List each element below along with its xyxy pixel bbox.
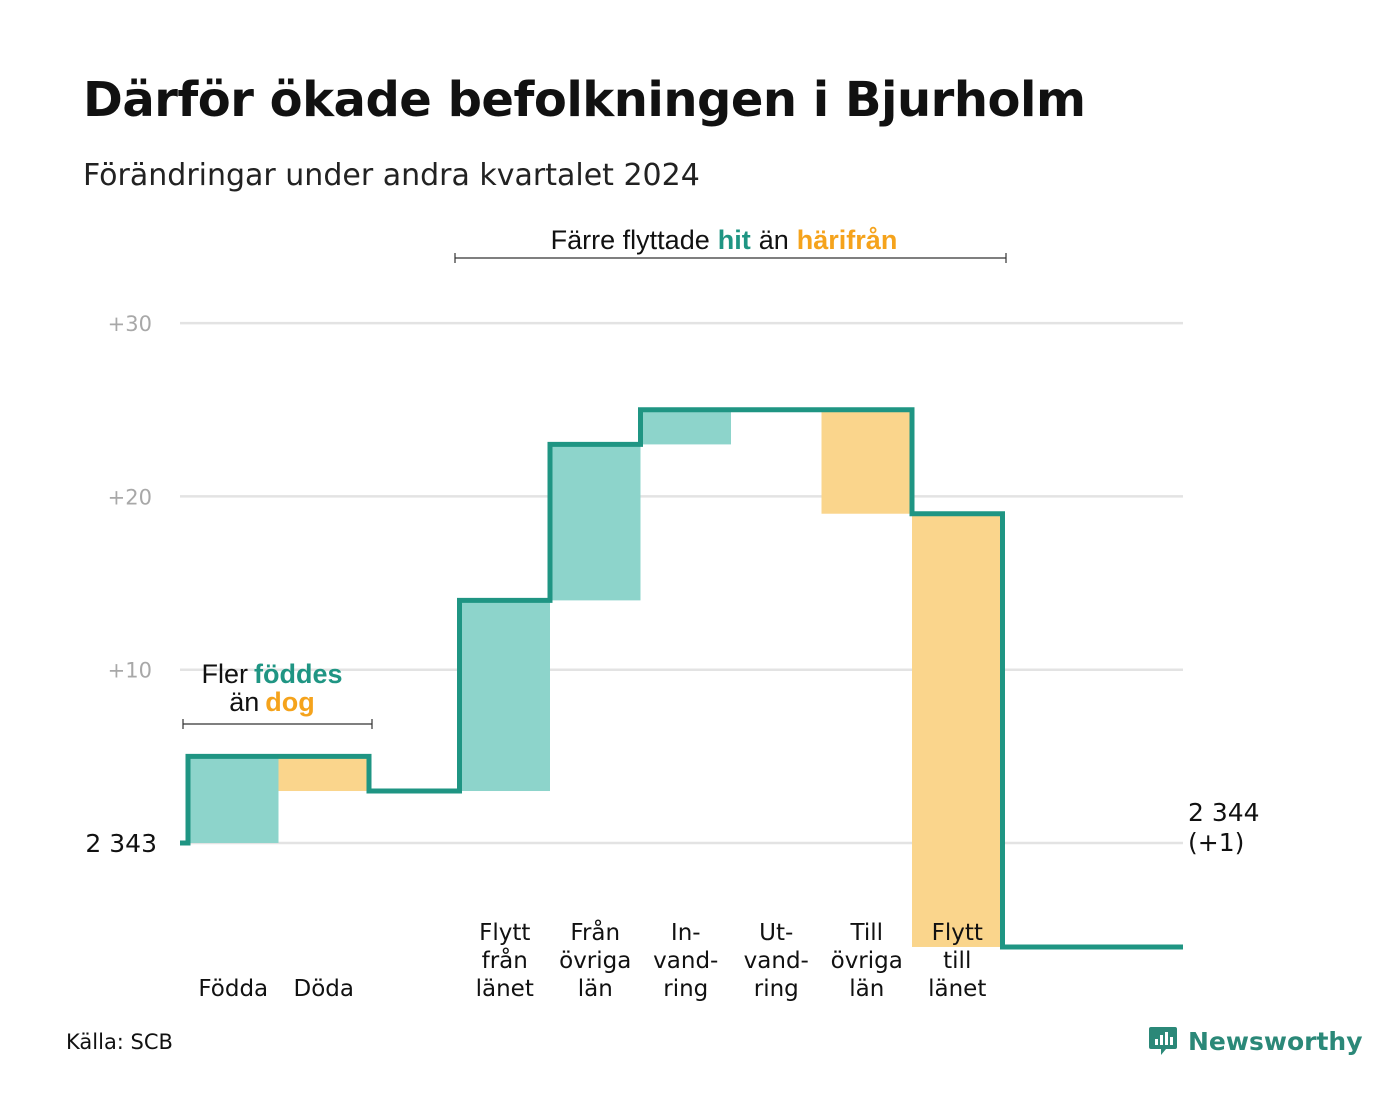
- y-tick-label: +20: [108, 485, 152, 509]
- step-line: [180, 407, 1183, 950]
- brand-name: Newsworthy: [1188, 1026, 1363, 1056]
- y-tick-label: +30: [108, 312, 152, 336]
- category-label: Födda: [198, 976, 268, 1002]
- category-label: Till: [849, 920, 883, 946]
- increase-bar: [459, 600, 550, 792]
- category-label: län: [849, 976, 884, 1002]
- category-label: vand-: [744, 948, 809, 974]
- category-label: länet: [928, 976, 986, 1002]
- category-label: ring: [663, 976, 708, 1002]
- end-change-label: (+1): [1188, 828, 1244, 857]
- brand-logo: Newsworthy: [1148, 1024, 1363, 1058]
- end-value-label: 2 344: [1188, 798, 1260, 827]
- category-label: länet: [476, 976, 534, 1002]
- bars: [188, 409, 1003, 947]
- category-label: Flytt: [932, 920, 983, 946]
- decrease-bar: [821, 409, 912, 514]
- annotation-births-line2: än dog: [229, 687, 315, 717]
- newsworthy-logo-icon: [1149, 1027, 1177, 1055]
- y-tick-label: +10: [108, 659, 152, 683]
- y-tick-labels: +10 +20 +30: [108, 312, 152, 683]
- category-label: övriga: [831, 948, 903, 974]
- increase-bar: [550, 444, 641, 601]
- annotation-births-bracket: [182, 719, 373, 729]
- annotation-births-line1: Fler föddes: [201, 659, 342, 689]
- start-value-label: 2 343: [85, 829, 157, 858]
- category-label: Ut-: [759, 920, 793, 946]
- chart-subtitle: Förändringar under andra kvartalet 2024: [83, 158, 700, 193]
- category-label: Flytt: [479, 920, 530, 946]
- category-labels: Födda DödaFlyttfrånlänetFrånövrigalänIn-v…: [198, 918, 986, 1002]
- category-label: till: [943, 948, 971, 974]
- category-label: län: [578, 976, 613, 1002]
- category-label: Döda: [294, 976, 354, 1002]
- increase-bar: [188, 756, 279, 843]
- category-label: ring: [754, 976, 799, 1002]
- decrease-bar: [912, 513, 1003, 947]
- source-note: Källa: SCB: [66, 1030, 173, 1054]
- category-label: Från: [570, 918, 620, 946]
- chart-title: Därför ökade befolkningen i Bjurholm: [83, 72, 1086, 128]
- running-total-line: [180, 407, 1183, 950]
- annotation-migration-bracket: [454, 253, 1007, 263]
- category-label: In-: [671, 920, 701, 946]
- category-label: övriga: [559, 948, 631, 974]
- category-label: vand-: [653, 948, 718, 974]
- category-label: från: [482, 946, 528, 974]
- gridlines: [180, 321, 1183, 845]
- decrease-bar: [278, 756, 369, 792]
- annotations: Fler föddes än dog Färre flyttade hit än häri…: [182, 225, 1007, 729]
- annotation-migration: Färre flyttade hit än härifrån: [551, 225, 898, 255]
- increase-bar: [640, 409, 731, 445]
